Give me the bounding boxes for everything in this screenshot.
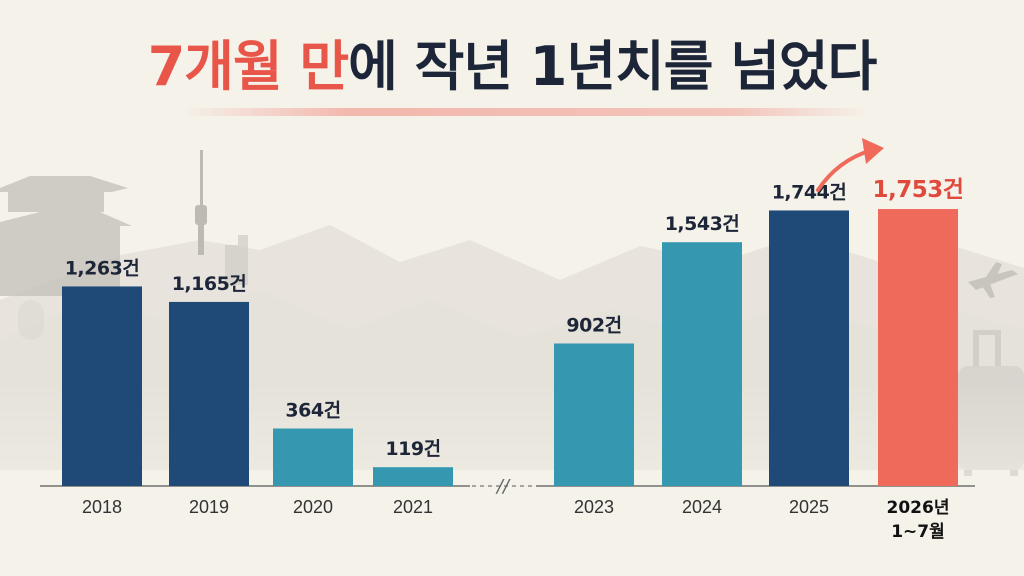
bar-5 [662, 242, 742, 486]
bar-value-label-1: 1,165건 [172, 273, 247, 295]
title-highlight: 7개월 만 [147, 35, 349, 98]
title-underline [180, 108, 870, 116]
x-tick-label-3: 2021 [393, 497, 433, 517]
x-tick-label-7-line2: 1~7월 [891, 522, 945, 542]
x-tick-label-5: 2024 [682, 497, 722, 517]
seoul-tower-icon [195, 150, 207, 255]
page-title: 7개월 만에 작년 1년치를 넘었다 [0, 22, 1024, 101]
bar-value-label-6: 1,744건 [772, 181, 847, 203]
bar-value-label-5: 1,543건 [665, 213, 740, 235]
bar-2 [273, 428, 353, 486]
bar-3 [373, 467, 453, 486]
x-tick-label-4: 2023 [574, 497, 614, 517]
bar-value-label-7: 1,753건 [873, 177, 964, 203]
x-tick-label-1: 2019 [189, 497, 229, 517]
x-tick-label-7: 2026년 [887, 498, 950, 518]
axis-break-marker: // [495, 476, 511, 497]
bar-7 [878, 209, 958, 486]
palace-gate-icon [0, 176, 132, 340]
bar-6 [769, 210, 849, 486]
airplane-icon [968, 262, 1018, 298]
bar-1 [169, 301, 249, 486]
growth-arrow-head-icon [862, 138, 884, 164]
x-tick-label-0: 2018 [82, 497, 122, 517]
bar-0 [62, 286, 142, 486]
bar-4 [554, 343, 634, 486]
x-tick-label-2: 2020 [293, 497, 333, 517]
bar-value-label-4: 902건 [566, 314, 621, 336]
bar-value-label-2: 364건 [285, 399, 340, 421]
title-rest: 에 작년 1년치를 넘었다 [348, 35, 877, 98]
bar-value-label-0: 1,263건 [65, 257, 140, 279]
x-tick-label-6: 2025 [789, 497, 829, 517]
city-buildings-icon [225, 235, 248, 285]
bar-value-label-3: 119건 [385, 438, 440, 460]
